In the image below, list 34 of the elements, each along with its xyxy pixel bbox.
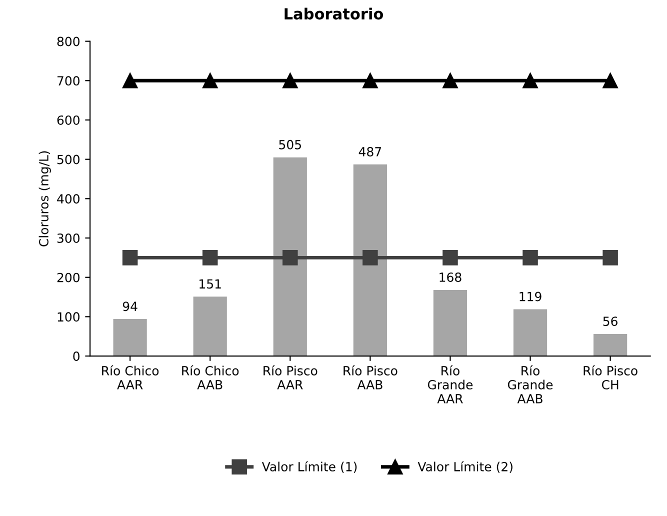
data-label: 56 — [603, 316, 618, 326]
bar — [353, 164, 387, 356]
data-label: 151 — [200, 279, 221, 289]
x-tick-label: Río Chico AAB — [182, 365, 239, 390]
x-tick-label: Río Pisco AAB — [344, 365, 398, 390]
y-tick-label: 500 — [57, 154, 80, 164]
y-tick-label: 400 — [57, 194, 80, 204]
y-axis-title: Cloruros (mg/L) — [38, 151, 51, 246]
x-tick-label: Río Pisco AAR — [264, 365, 318, 390]
y-tick-label: 100 — [58, 312, 80, 322]
data-label: 487 — [358, 146, 382, 156]
y-tick-label: 200 — [57, 272, 80, 282]
y-tick-label: 600 — [57, 115, 80, 125]
x-tick-label: Río Grande AAB — [508, 365, 553, 404]
bar — [513, 309, 548, 356]
bar — [193, 296, 227, 356]
y-tick-label: 0 — [73, 352, 80, 361]
x-tick-label: Río Grande AAR — [428, 365, 473, 404]
x-tick-label: Río Chico AAR — [102, 365, 159, 390]
y-tick-label: 800 — [57, 36, 80, 46]
bar — [273, 157, 307, 356]
bar — [593, 334, 628, 356]
bar — [113, 319, 147, 356]
data-label: 119 — [520, 292, 542, 302]
x-tick-label: Río Pisco CH — [584, 365, 638, 390]
y-tick-label: 700 — [57, 76, 80, 86]
data-label: 94 — [122, 302, 138, 312]
data-label: 505 — [279, 140, 301, 150]
y-tick-label: 300 — [57, 233, 80, 243]
bar — [433, 290, 468, 356]
chart-title: Laboratorio — [284, 8, 384, 20]
legend-label: Valor Límite (1) — [262, 461, 357, 473]
data-label: 168 — [440, 272, 462, 282]
legend-label: Valor Límite (2) — [418, 461, 512, 473]
